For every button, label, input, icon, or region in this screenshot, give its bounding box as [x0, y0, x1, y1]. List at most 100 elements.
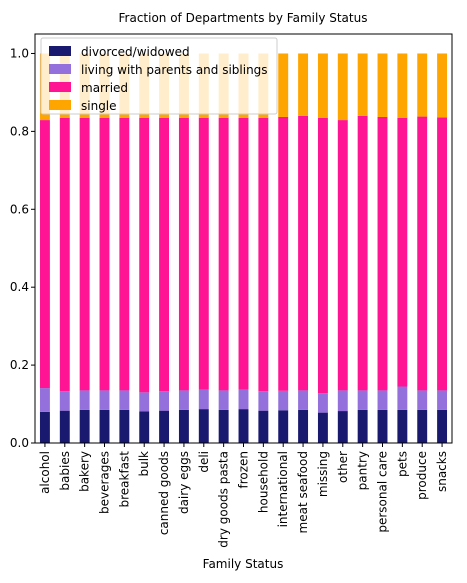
bar-0-16 [357, 409, 368, 443]
bar-2-20 [437, 117, 448, 391]
bar-0-5 [139, 411, 150, 443]
x-tick-label-15: other [336, 451, 350, 483]
x-tick-label-16: pantry [356, 451, 370, 490]
bar-2-5 [139, 117, 150, 393]
x-tick-label-12: international [276, 451, 290, 527]
x-tick-label-5: bulk [137, 451, 151, 477]
legend-frame [40, 37, 278, 115]
x-tick-label-10: frozen [237, 451, 251, 489]
legend-label-3: single [81, 99, 117, 113]
legend-swatch-1 [49, 64, 71, 74]
legend-label-2: married [81, 81, 128, 95]
legend: divorced/widowed living with parents and … [40, 37, 278, 115]
bar-2-6 [159, 117, 170, 392]
bar-1-2 [79, 390, 90, 410]
bar-2-15 [337, 120, 348, 391]
bar-2-7 [178, 117, 189, 391]
x-tick-label-0: alcohol [38, 451, 52, 494]
x-tick-label-9: dry goods pasta [217, 451, 231, 548]
bar-3-15 [337, 53, 348, 121]
bar-2-14 [317, 117, 328, 394]
bar-2-9 [218, 117, 229, 391]
bar-1-5 [139, 392, 150, 412]
bar-3-20 [437, 53, 448, 118]
bar-1-3 [99, 390, 110, 410]
x-tick-label-6: canned goods [157, 451, 171, 535]
bar-0-13 [298, 409, 309, 443]
bar-2-19 [417, 116, 428, 391]
bar-0-1 [59, 410, 70, 443]
y-tick-label-4: 0.8 [10, 124, 29, 138]
bar-1-11 [258, 391, 269, 411]
bar-1-19 [417, 390, 428, 410]
bar-1-7 [178, 390, 189, 410]
legend-label-1: living with parents and siblings [81, 63, 268, 77]
bar-0-20 [437, 409, 448, 443]
bar-2-12 [278, 116, 289, 391]
bar-2-10 [238, 117, 249, 390]
y-tick-label-2: 0.4 [10, 280, 29, 294]
bar-1-10 [238, 389, 249, 410]
bar-0-11 [258, 410, 269, 443]
bar-2-4 [119, 117, 130, 391]
y-tick-label-1: 0.2 [10, 358, 29, 372]
bar-1-17 [377, 390, 388, 410]
bar-0-3 [99, 409, 110, 443]
plot-area-frame [34, 33, 453, 444]
bar-1-20 [437, 390, 448, 410]
bar-1-13 [298, 390, 309, 410]
x-tick-label-8: deli [197, 451, 211, 473]
bar-1-9 [218, 390, 229, 410]
bar-3-13 [298, 53, 309, 116]
x-tick-label-3: beverages [98, 451, 112, 514]
bar-3-14 [317, 53, 328, 118]
bar-2-0 [39, 120, 50, 389]
bar-0-10 [238, 409, 249, 443]
bar-1-18 [397, 386, 408, 410]
x-axis: alcohol babies bakery beverages breakfast bul… [38, 443, 449, 548]
bar-2-18 [397, 117, 408, 387]
x-tick-label-4: breakfast [117, 451, 131, 508]
bar-0-6 [159, 410, 170, 443]
bar-0-17 [377, 409, 388, 443]
bar-1-1 [59, 391, 70, 411]
bar-1-4 [119, 390, 130, 410]
bar-0-19 [417, 409, 428, 443]
x-tick-label-11: household [256, 451, 270, 513]
bar-3-17 [377, 53, 388, 117]
bar-2-8 [198, 117, 209, 390]
x-tick-label-17: personal care [376, 451, 390, 533]
bar-0-18 [397, 409, 408, 443]
bar-0-8 [198, 409, 209, 443]
bar-2-3 [99, 117, 110, 391]
legend-swatch-0 [49, 46, 71, 56]
bar-3-19 [417, 53, 428, 117]
bar-1-12 [278, 390, 289, 411]
bar-1-0 [39, 388, 50, 412]
bar-1-16 [357, 390, 368, 410]
bar-2-16 [357, 115, 368, 391]
bar-0-7 [178, 409, 189, 443]
bar-0-0 [39, 411, 50, 443]
bar-0-2 [79, 409, 90, 443]
x-tick-label-19: produce [415, 451, 429, 500]
bar-2-11 [258, 117, 269, 392]
x-tick-label-14: missing [316, 451, 330, 497]
bar-1-6 [159, 391, 170, 411]
bar-2-1 [59, 117, 70, 392]
bar-0-14 [317, 412, 328, 443]
bar-3-18 [397, 53, 408, 118]
x-tick-label-2: bakery [78, 451, 92, 492]
bar-3-12 [278, 53, 289, 117]
y-tick-label-0: 0.0 [10, 436, 29, 450]
bar-2-17 [377, 116, 388, 391]
x-tick-label-20: snacks [435, 451, 449, 492]
bar-1-8 [198, 389, 209, 410]
y-tick-label-3: 0.6 [10, 202, 29, 216]
x-tick-label-1: babies [58, 451, 72, 491]
y-tick-label-5: 1.0 [10, 46, 29, 60]
bar-2-13 [298, 115, 309, 391]
bar-0-4 [119, 409, 130, 443]
bar-0-9 [218, 409, 229, 443]
bar-2-2 [79, 117, 90, 391]
